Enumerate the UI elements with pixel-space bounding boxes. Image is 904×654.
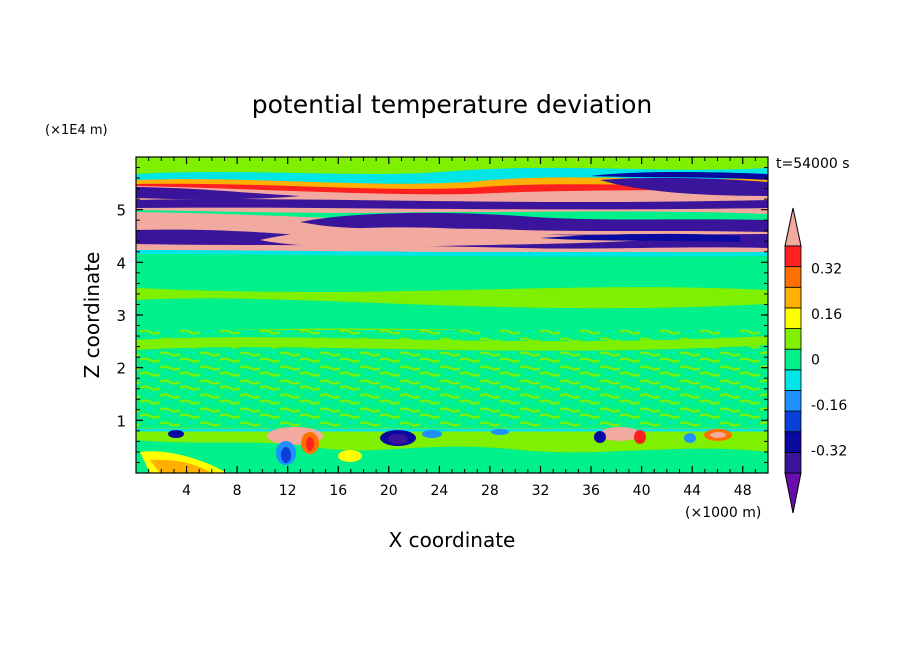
upper-band [540,233,740,242]
x-axis-ticks: 4 8 12 16 20 24 28 32 36 40 44 48 [148,157,756,499]
field-band [250,260,430,273]
upper-band [260,227,700,248]
x-axis-label: X coordinate [389,528,516,552]
x-tick-label: 12 [279,483,297,499]
colorbar-tick-label: 0.32 [811,262,842,278]
warm-cell [338,450,362,462]
colorbar-swatch [784,390,802,412]
y-tick-label: 1 [116,412,126,430]
colorbar: -0.32 -0.16 0 0.16 0.32 [784,207,847,514]
x-tick-label: 28 [481,483,499,499]
colorbar-swatch [784,245,802,268]
cool-cell [281,447,291,463]
warm-cell [710,432,726,438]
warm-cell [634,430,646,444]
x-tick-label: 44 [683,483,701,499]
upper-band [136,250,768,257]
upper-band [600,177,768,196]
upper-band [136,199,768,210]
cool-cell [684,433,696,443]
x-tick-label: 36 [582,483,600,499]
field-band [136,298,768,334]
upper-band [590,172,768,180]
x-axis-unit: (×1000 m) [685,505,761,521]
chart-title: potential temperature deviation [252,90,652,119]
x-tick-label: 16 [329,483,347,499]
upper-band [300,212,768,232]
x-tick-label: 4 [182,483,191,499]
colorbar-swatch [784,431,802,453]
warm-cell [600,427,640,441]
x-tick-label: 48 [734,483,752,499]
x-tick-label: 20 [380,483,398,499]
x-tick-label: 8 [233,483,242,499]
y-tick-label: 2 [116,360,126,378]
colorbar-swatch [784,410,802,433]
y-tick-label: 4 [116,254,126,272]
colorbar-top-arrow [784,207,802,247]
colorbar-tick-label: 0 [811,353,820,369]
y-axis-label: Z coordinate [80,252,104,379]
colorbar-bottom-arrow [784,472,802,514]
colorbar-swatch [784,328,802,350]
colorbar-tick-label: 0.16 [811,307,842,323]
x-tick-label: 32 [532,483,550,499]
colorbar-swatch [784,266,802,288]
y-tick-label: 3 [116,307,126,325]
cool-cell [388,434,408,444]
y-axis-ticks: 1 2 3 4 5 [116,167,768,463]
anomaly-low-left [150,459,212,473]
cool-cell [491,429,509,435]
colorbar-swatch [784,369,802,391]
y-axis-unit: (×1E4 m) [45,123,108,138]
field-band [136,336,768,351]
plot-field [136,157,768,473]
colorbar-tick-label: -0.32 [811,443,847,459]
colorbar-swatch [784,286,802,309]
time-label: t=54000 s [776,156,850,172]
x-tick-label: 40 [633,483,651,499]
cool-cell [422,430,442,438]
colorbar-tick-label: -0.16 [811,398,847,414]
colorbar-swatch [784,348,802,371]
colorbar-swatch [784,307,802,329]
colorbar-swatch [784,451,802,474]
cool-cell [594,431,606,443]
cool-cell [168,430,184,438]
x-tick-label: 24 [430,483,448,499]
y-tick-label: 5 [116,202,126,220]
upper-band [136,187,300,200]
upper-band [136,244,768,252]
warm-cell [306,437,314,451]
